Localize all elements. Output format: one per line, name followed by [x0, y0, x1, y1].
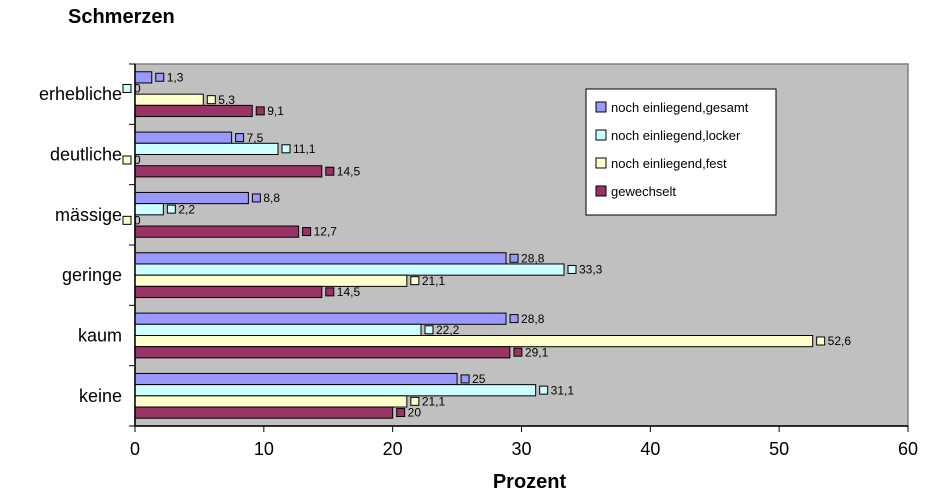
data-label-3-6: 21,1: [422, 395, 446, 409]
data-label-key-2-6: [539, 385, 549, 395]
bar-1-4: [134, 252, 507, 265]
data-label-key-3-5: [816, 336, 826, 346]
x-tick-label-3: 30: [511, 439, 531, 459]
data-label-3-4: 21,1: [422, 274, 446, 288]
data-label-key-1-2: [235, 133, 245, 143]
data-labels-group: 1,3 0 5,3 9,17,5 11,1 0 14,5 8,8 2,2 0 12,7 28,8 33,…: [122, 70, 852, 420]
axes-group: erhebliche deutliche mässige geringe kaum kei…: [39, 63, 918, 459]
x-tick-label-6: 60: [898, 439, 918, 459]
bar-4-4: [134, 285, 323, 299]
data-label-key-3-6: [410, 396, 420, 406]
data-label-3-5: 52,6: [828, 334, 852, 348]
bar-3-1: [134, 93, 204, 106]
data-label-key-1-3: [251, 193, 261, 203]
data-label-2-2: 11,1: [293, 142, 316, 156]
data-label-2-1: 0: [134, 82, 141, 96]
data-label-key-1-4: [509, 253, 519, 263]
data-label-1-6: 25: [472, 372, 486, 386]
bar-4-2: [134, 165, 323, 178]
x-tick-label-5: 50: [769, 439, 789, 459]
data-label-4-1: 9,1: [267, 104, 284, 118]
data-label-1-3: 8,8: [263, 191, 280, 205]
data-label-1-5: 28,8: [521, 312, 545, 326]
bar-2-5: [134, 323, 422, 336]
category-label-3: mässige: [55, 205, 122, 225]
bar-4-1: [134, 104, 253, 118]
data-label-key-4-2: [325, 166, 335, 176]
category-label-6: keine: [79, 386, 122, 406]
plot-area: [134, 63, 909, 427]
data-label-1-1: 1,3: [167, 70, 184, 84]
data-label-key-4-6: [396, 408, 406, 418]
bar-3-6: [134, 395, 408, 408]
data-label-key-2-1: [122, 83, 132, 93]
bar-4-5: [134, 346, 511, 359]
data-label-key-3-2: [122, 155, 132, 165]
category-label-4: geringe: [62, 265, 122, 285]
category-label-1: erhebliche: [39, 84, 122, 104]
data-label-key-4-3: [302, 227, 312, 237]
x-tick-label-4: 40: [640, 439, 660, 459]
data-label-key-4-5: [513, 347, 523, 357]
legend-label-3: noch einliegend,fest: [611, 156, 727, 171]
data-label-2-3: 2,2: [178, 202, 195, 216]
legend-label-1: noch einliegend,gesamt: [611, 100, 749, 115]
data-label-key-2-3: [166, 204, 176, 214]
x-tick-label-2: 20: [383, 439, 403, 459]
chart-title: Schmerzen: [68, 6, 175, 28]
legend: noch einliegend,gesamt noch einliegend,lo…: [585, 88, 777, 216]
category-label-5: kaum: [78, 326, 122, 346]
data-label-key-1-6: [460, 374, 470, 384]
bars-group: [134, 71, 814, 419]
data-label-key-3-4: [410, 276, 420, 286]
data-label-4-5: 29,1: [525, 345, 549, 359]
data-label-key-3-1: [206, 95, 216, 105]
data-label-2-6: 31,1: [551, 383, 575, 397]
category-label-2: deutliche: [50, 145, 122, 165]
data-label-4-3: 12,7: [314, 225, 338, 239]
legend-swatch-4: [595, 185, 607, 197]
data-label-2-4: 33,3: [579, 263, 603, 277]
legend-swatch-3: [595, 157, 607, 169]
x-tick-label-0: 0: [130, 439, 140, 459]
legend-box: [585, 88, 777, 216]
bar-2-4: [134, 263, 565, 276]
data-label-4-6: 20: [408, 406, 422, 420]
data-label-key-2-4: [567, 264, 577, 274]
data-label-key-1-5: [509, 314, 519, 324]
data-label-2-5: 22,2: [436, 323, 460, 337]
bar-3-4: [134, 274, 408, 287]
data-label-3-2: 0: [134, 153, 141, 167]
bar-3-5: [134, 335, 814, 348]
data-label-key-1-1: [155, 72, 165, 82]
bar-2-2: [134, 142, 279, 156]
bar-1-2: [134, 131, 233, 144]
data-label-key-2-5: [424, 325, 434, 335]
legend-label-2: noch einliegend,locker: [611, 128, 741, 143]
data-label-4-4: 14,5: [337, 285, 361, 299]
data-label-key-4-4: [325, 287, 335, 297]
bar-4-6: [134, 406, 394, 419]
legend-label-4: gewechselt: [611, 184, 676, 199]
legend-swatch-2: [595, 129, 607, 141]
data-label-4-2: 14,5: [337, 164, 361, 178]
legend-swatch-1: [595, 101, 607, 113]
data-label-3-1: 5,3: [218, 93, 235, 107]
data-label-key-2-2: [281, 144, 291, 154]
x-tick-label-1: 10: [254, 439, 274, 459]
bar-1-6: [134, 372, 458, 386]
x-axis-title: Prozent: [493, 471, 567, 491]
data-label-1-4: 28,8: [521, 251, 545, 265]
data-label-3-3: 0: [134, 214, 141, 228]
bar-4-3: [134, 225, 300, 238]
bar-2-6: [134, 384, 537, 397]
data-label-1-2: 7,5: [247, 131, 264, 145]
data-label-key-3-3: [122, 215, 132, 225]
data-label-key-4-1: [255, 106, 265, 116]
